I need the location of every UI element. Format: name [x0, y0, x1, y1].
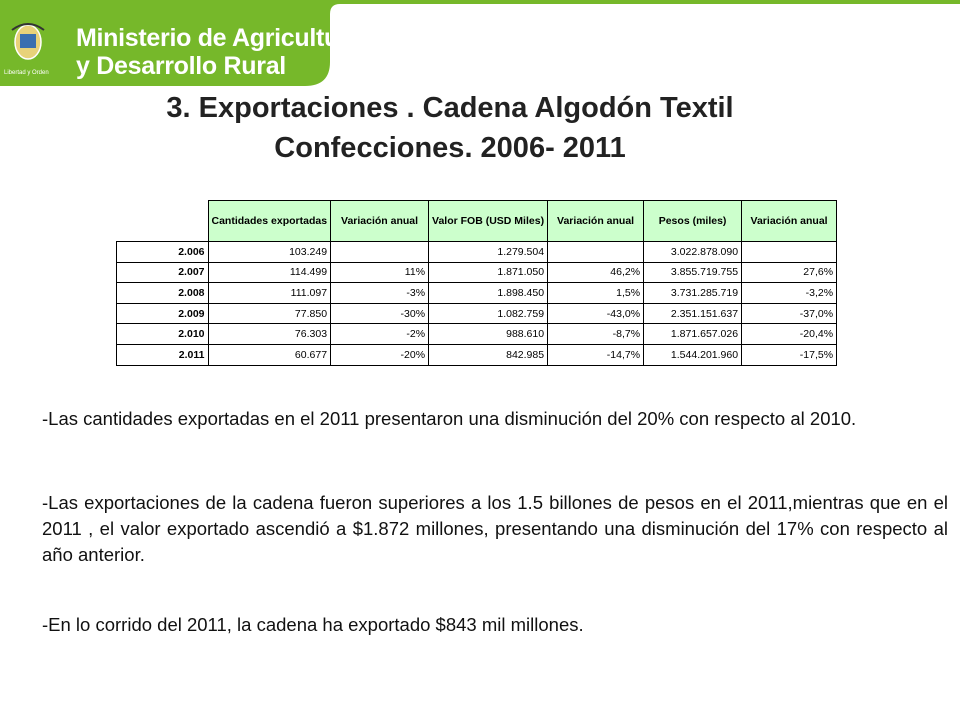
table-row: 2.008 111.097 -3% 1.898.450 1,5% 3.731.285.71…	[116, 282, 838, 304]
table-row: 2.007 114.499 11% 1.871.050 46,2% 3.855.719.7…	[116, 261, 838, 284]
cell: -17,5%	[741, 343, 838, 366]
year-cell: 2.011	[116, 343, 209, 366]
cell: 1.082.759	[428, 302, 549, 325]
cell: -20,4%	[741, 323, 838, 345]
motto: Libertad y Orden	[4, 70, 49, 76]
cell: -37,0%	[741, 302, 838, 325]
cell: 1,5%	[547, 282, 645, 304]
title-line1: 3. Exportaciones . Cadena Algodón Textil	[166, 92, 734, 124]
cell	[547, 241, 645, 263]
banner	[0, 0, 960, 86]
cell: 1.871.657.026	[643, 323, 743, 345]
cell: -8,7%	[547, 323, 645, 345]
cell: -20%	[330, 343, 430, 366]
column-header: Variación anual	[741, 200, 838, 242]
header-row: Cantidades exportadas Variación anual Valo…	[116, 200, 838, 242]
year-cell: 2.006	[116, 241, 209, 263]
paragraph: -En lo corrido del 2011, la cadena ha ex…	[42, 614, 584, 635]
table-row: 2.011 60.677 -20% 842.985 -14,7% 1.544.201.96…	[116, 343, 838, 366]
banner-shape	[0, 0, 960, 86]
cell: 111.097	[207, 282, 332, 304]
cell: 1.544.201.960	[643, 343, 743, 366]
cell: 1.279.504	[428, 241, 549, 263]
ministry-line2: y Desarrollo Rural	[76, 52, 286, 80]
cell: -3,2%	[741, 282, 838, 304]
year-cell: 2.008	[116, 282, 209, 304]
cell: 46,2%	[547, 261, 645, 284]
cell: -2%	[330, 323, 430, 345]
cell: 11%	[330, 261, 430, 284]
table-row: 2.009 77.850 -30% 1.082.759 -43,0% 2.351.151.…	[116, 302, 838, 325]
cell: 2.351.151.637	[643, 302, 743, 325]
cell: -14,7%	[547, 343, 645, 366]
table-row: 2.006 103.249 1.279.504 3.022.878.090	[116, 241, 838, 263]
cell: 103.249	[207, 241, 332, 263]
year-cell: 2.010	[116, 323, 209, 345]
cell: 27,6%	[741, 261, 838, 284]
cell: 3.855.719.755	[643, 261, 743, 284]
cell: -43,0%	[547, 302, 645, 325]
column-header: Valor FOB (USD Miles)	[428, 200, 549, 242]
cell: 1.871.050	[428, 261, 549, 284]
cell: -3%	[330, 282, 430, 304]
cell: 76.303	[207, 323, 332, 345]
cell: -30%	[330, 302, 430, 325]
year-cell: 2.007	[116, 261, 209, 284]
column-header: Pesos (miles)	[643, 200, 743, 242]
cell: 1.898.450	[428, 282, 549, 304]
cell: 60.677	[207, 343, 332, 366]
ministry-line1: Ministerio de Agricultura	[76, 24, 363, 52]
column-header	[116, 200, 208, 242]
cell: 3.022.878.090	[643, 241, 743, 263]
column-header: Variación anual	[330, 200, 430, 242]
cell: 842.985	[428, 343, 549, 366]
cell: 77.850	[207, 302, 332, 325]
crest-shield	[20, 34, 36, 48]
cell	[741, 241, 838, 263]
column-header: Variación anual	[547, 200, 645, 242]
cell: 3.731.285.719	[643, 282, 743, 304]
title-line2: Confecciones. 2006- 2011	[274, 132, 626, 164]
crest-wings	[11, 23, 45, 31]
cell: 988.610	[428, 323, 549, 345]
table-row: 2.010 76.303 -2% 988.610 -8,7% 1.871.657.026-…	[116, 323, 838, 345]
paragraph: -Las cantidades exportadas en el 2011 pr…	[42, 408, 857, 429]
data-table: Cantidades exportadas Variación anual Valo…	[116, 200, 838, 366]
column-header: Cantidades exportadas	[207, 200, 332, 242]
year-cell: 2.009	[116, 302, 209, 325]
paragraph: -Las exportaciones de la cadena fueron s…	[42, 492, 948, 565]
cell	[330, 241, 430, 263]
cell: 114.499	[207, 261, 332, 284]
